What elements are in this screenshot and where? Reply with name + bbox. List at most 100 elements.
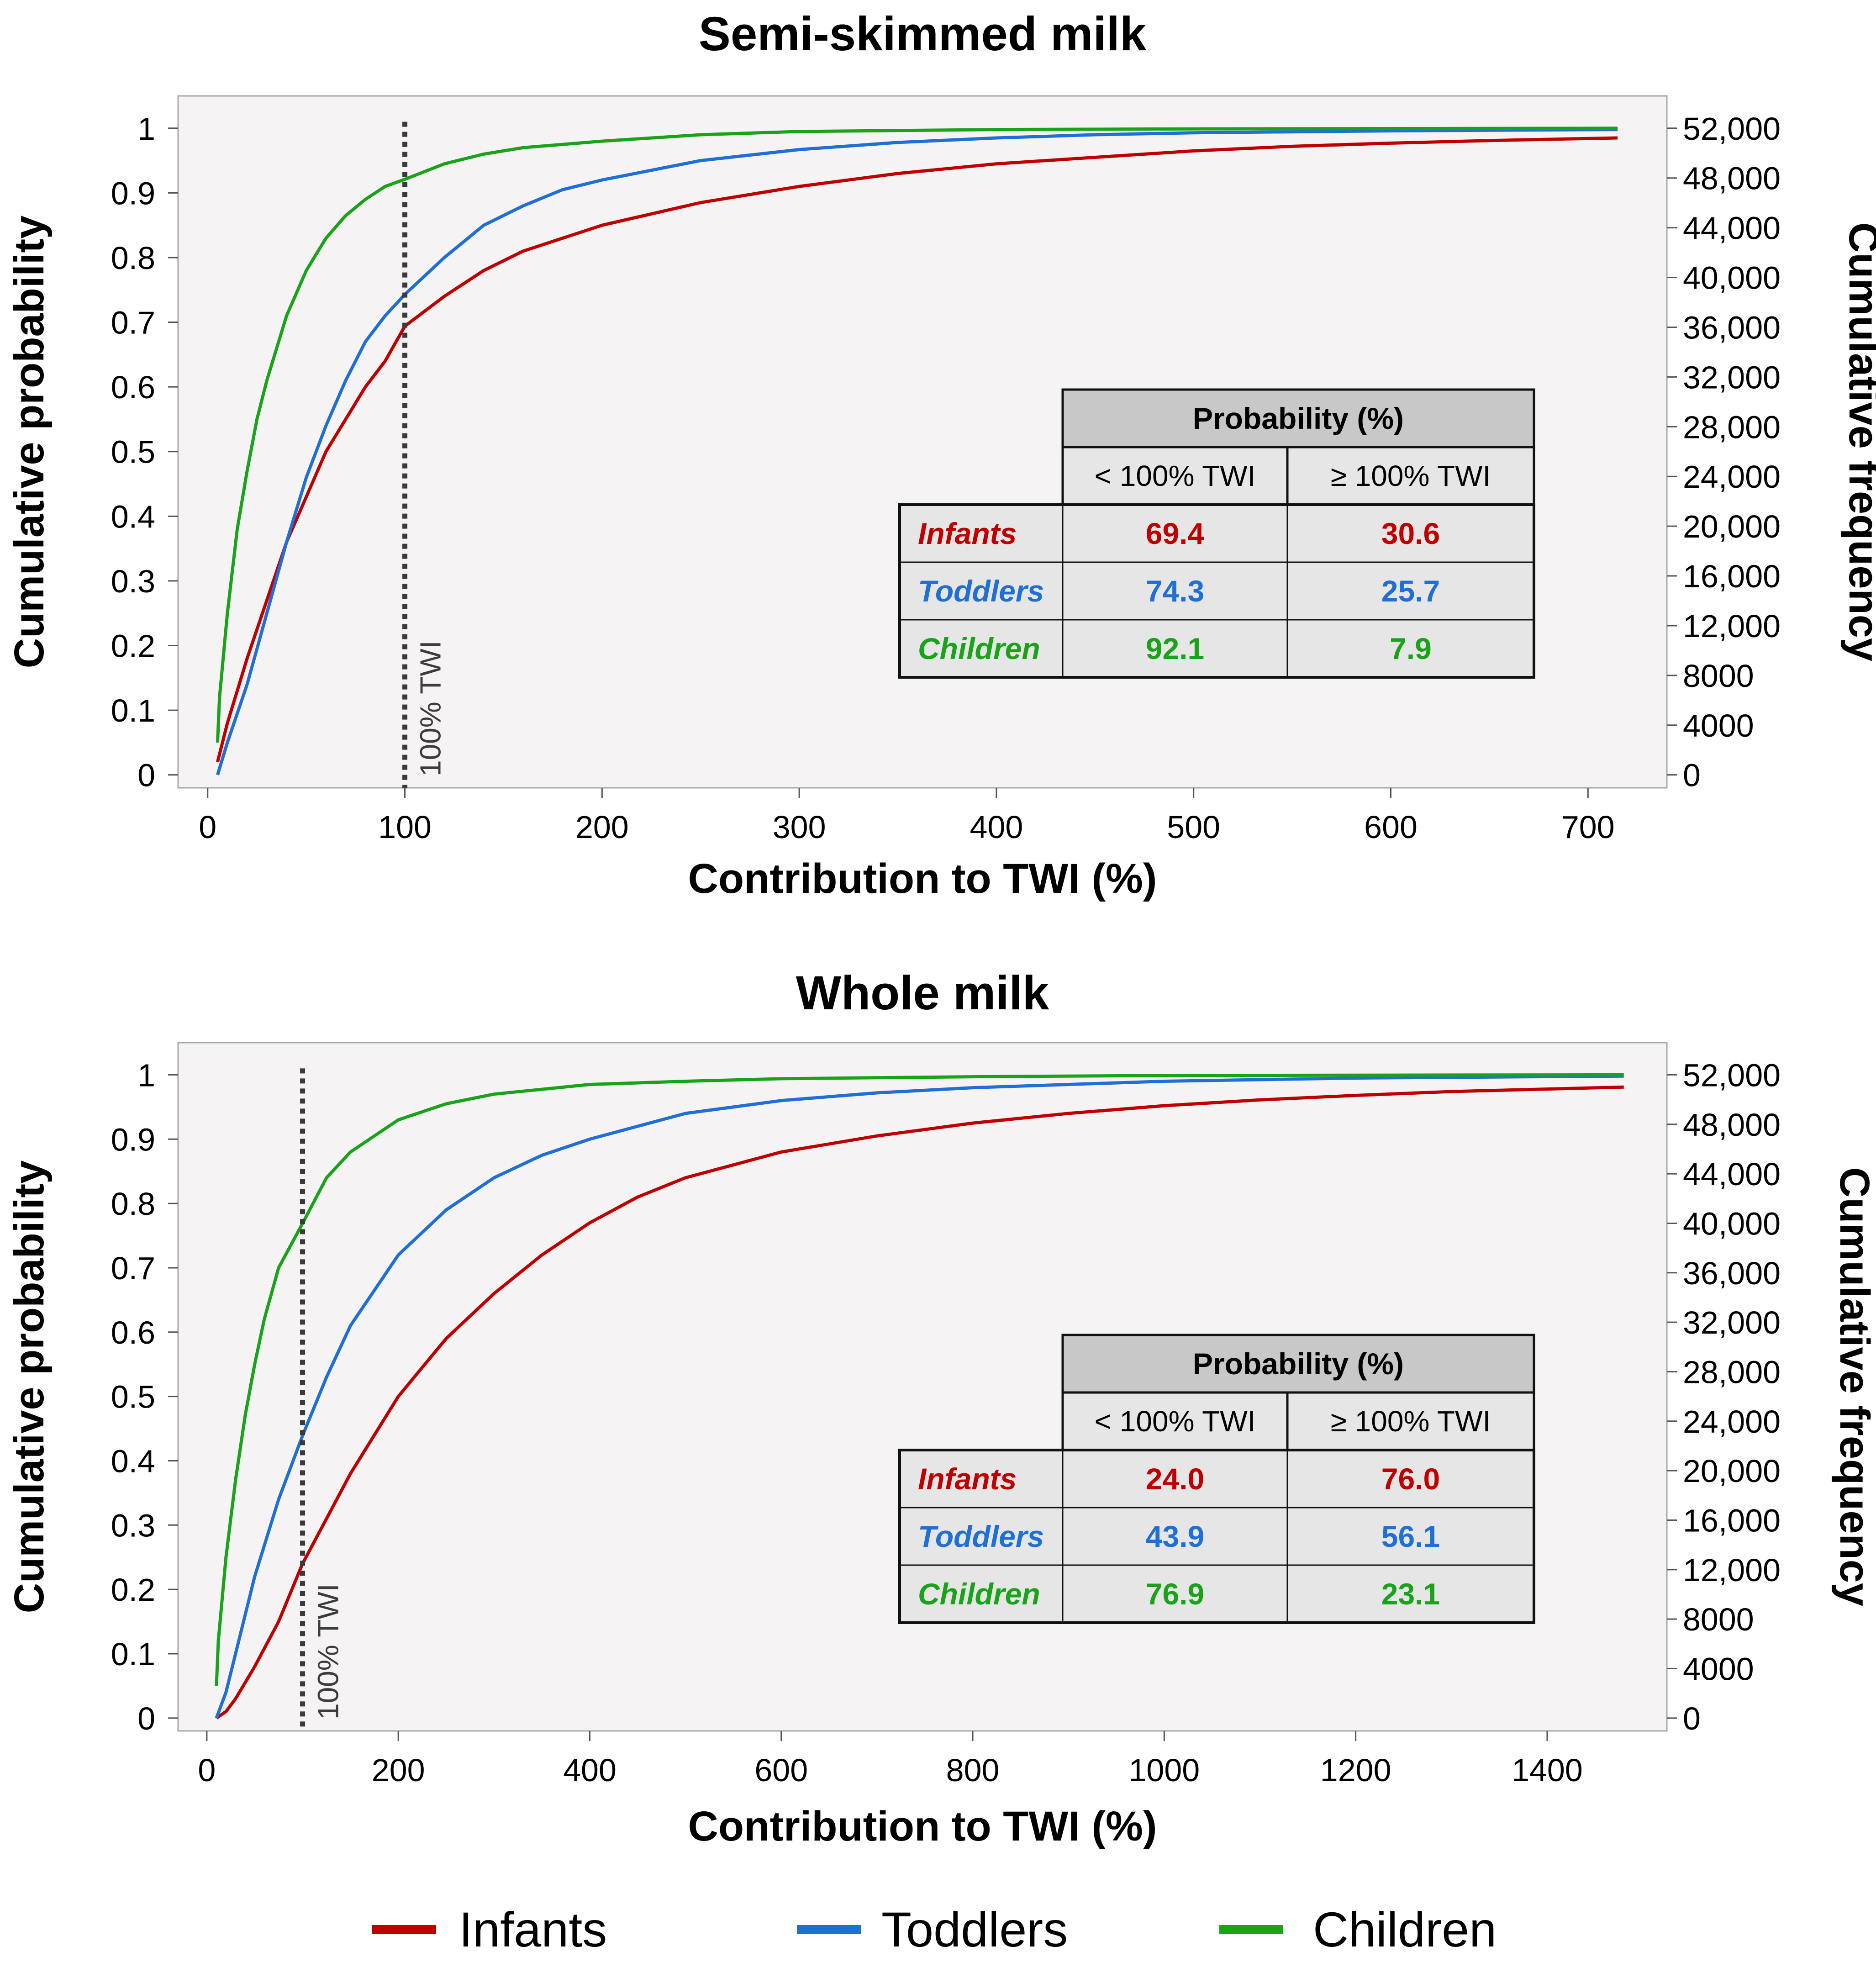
chart-panel-1: Semi-skimmed milk 0 0.1 0.2 0.3 0.4 0.5 0.6 0.7 0… (6, 7, 1876, 902)
y2-tick-label: 12,000 (1683, 1552, 1781, 1588)
table-col-header-above: ≥ 100% TWI (1331, 1405, 1491, 1438)
legend-swatch-children (1219, 1925, 1283, 1934)
y2-tick-label: 8000 (1683, 1602, 1754, 1637)
table-value-above-infants: 30.6 (1381, 517, 1440, 550)
table-cell (1062, 504, 1288, 563)
table-cell (1062, 1564, 1288, 1624)
table-header-cell (1061, 1334, 1535, 1394)
legend-swatch-toddlers (797, 1925, 861, 1934)
y2-tick-label: 40,000 (1683, 260, 1781, 296)
table-cell (899, 504, 1064, 563)
table-value-above-toddlers: 25.7 (1381, 574, 1440, 608)
table-value-above-children: 23.1 (1381, 1577, 1440, 1611)
chart-title: Whole milk (796, 966, 1049, 1020)
y2-tick-label: 16,000 (1683, 559, 1781, 594)
y-tick-label: 0.1 (111, 1636, 155, 1672)
series-line-children (215, 1073, 1624, 1686)
table-row-label-toddlers: Toddlers (918, 574, 1044, 608)
table-value-below-children: 76.9 (1146, 1577, 1204, 1611)
y2-tick-label: 24,000 (1683, 1404, 1781, 1440)
y2-tick-label: 28,000 (1683, 409, 1781, 445)
y-tick-label: 0.8 (111, 1186, 155, 1222)
y2-tick-label: 0 (1683, 1701, 1701, 1736)
y-tick-label: 0.5 (111, 1379, 155, 1415)
series-line-toddlers (215, 1074, 1624, 1719)
y-tick-label: 0.2 (111, 628, 155, 664)
table-row-label-toddlers: Toddlers (918, 1519, 1044, 1553)
series-line-children (216, 127, 1618, 743)
table-value-below-children: 92.1 (1146, 632, 1204, 665)
legend: Infants Toddlers Children (372, 1902, 1497, 1957)
table-body-border (898, 1449, 1535, 1624)
table-value-below-infants: 69.4 (1146, 517, 1205, 550)
y-tick-label: 0 (137, 758, 155, 793)
y2-tick-label: 52,000 (1683, 111, 1781, 147)
probability-table: Probability (%) < 100% TWI ≥ 100% TWI Infan… (898, 1334, 1535, 1624)
y-tick-label: 0.4 (111, 1443, 155, 1479)
chart-title: Semi-skimmed milk (699, 7, 1147, 61)
y2-tick-label: 4000 (1683, 1651, 1754, 1687)
table-row-label-infants: Infants (918, 517, 1017, 550)
x-tick-label: 1400 (1512, 1752, 1583, 1788)
y2-tick-label: 24,000 (1683, 459, 1781, 495)
y-tick-label: 1 (137, 111, 155, 147)
y2-tick-label: 20,000 (1683, 1453, 1781, 1489)
y2-tick-label: 4000 (1683, 708, 1754, 744)
y2-tick-label: 44,000 (1683, 1156, 1781, 1192)
table-cell (899, 1507, 1064, 1566)
y2-tick-label: 48,000 (1683, 161, 1781, 196)
y-tick-label: 0.7 (111, 1250, 155, 1286)
table-value-above-infants: 76.0 (1381, 1462, 1440, 1496)
table-row-label-infants: Infants (918, 1462, 1017, 1496)
y-axis-title: Cumulative probability (6, 216, 53, 669)
x-tick-label: 1000 (1128, 1752, 1200, 1788)
table-cell (1062, 1449, 1288, 1509)
y-tick-label: 0.1 (111, 693, 155, 728)
legend-label-children: Children (1313, 1902, 1497, 1957)
twi-reference-label: 100% TWI (312, 1583, 345, 1720)
table-header-text: Probability (%) (1193, 401, 1404, 435)
x-tick-label: 400 (970, 809, 1023, 845)
table-col-header-cell (1286, 446, 1535, 506)
y-axis-title: Cumulative probability (6, 1160, 53, 1614)
y2-tick-label: 36,000 (1683, 1255, 1781, 1291)
y2-tick-label: 12,000 (1683, 608, 1781, 644)
y-tick-label: 0.4 (111, 499, 155, 534)
x-tick-label: 0 (199, 809, 216, 845)
y-tick-label: 0 (137, 1701, 155, 1736)
y-tick-label: 0.9 (111, 175, 155, 211)
y-tick-label: 0.8 (111, 240, 155, 276)
y2-tick-label: 16,000 (1683, 1503, 1781, 1538)
y2-axis-title: Cumulative frequency (1831, 1167, 1876, 1606)
table-body-border (898, 503, 1535, 679)
x-axis-title: Contribution to TWI (%) (688, 1803, 1157, 1850)
twi-reference-label: 100% TWI (414, 640, 447, 776)
x-tick-label: 200 (372, 1752, 425, 1788)
table-col-header-above: ≥ 100% TWI (1331, 459, 1491, 492)
x-tick-label: 1200 (1320, 1752, 1391, 1788)
table-cell (1062, 561, 1288, 621)
x-tick-label: 800 (946, 1752, 1000, 1788)
table-value-below-toddlers: 74.3 (1146, 574, 1204, 608)
table-value-below-toddlers: 43.9 (1146, 1519, 1204, 1553)
y-tick-label: 1 (137, 1057, 155, 1093)
y2-tick-label: 0 (1683, 758, 1701, 793)
table-cell (899, 561, 1064, 621)
table-value-above-children: 7.9 (1390, 632, 1432, 665)
y2-tick-label: 48,000 (1683, 1107, 1781, 1143)
table-col-header-cell (1286, 1391, 1535, 1451)
y-tick-label: 0.6 (111, 1315, 155, 1350)
y2-tick-label: 28,000 (1683, 1354, 1781, 1390)
legend-label-toddlers: Toddlers (881, 1902, 1068, 1957)
table-col-header-cell (1061, 1391, 1289, 1451)
y-tick-label: 0.7 (111, 305, 155, 341)
table-col-header-below: < 100% TWI (1095, 459, 1256, 492)
table-header-cell (1061, 388, 1535, 448)
table-cell (1286, 504, 1535, 563)
y-tick-label: 0.3 (111, 564, 155, 599)
y-tick-label: 0.5 (111, 434, 155, 470)
series-line-toddlers (216, 128, 1618, 775)
y2-tick-label: 32,000 (1683, 1305, 1781, 1340)
y2-tick-label: 8000 (1683, 658, 1754, 694)
